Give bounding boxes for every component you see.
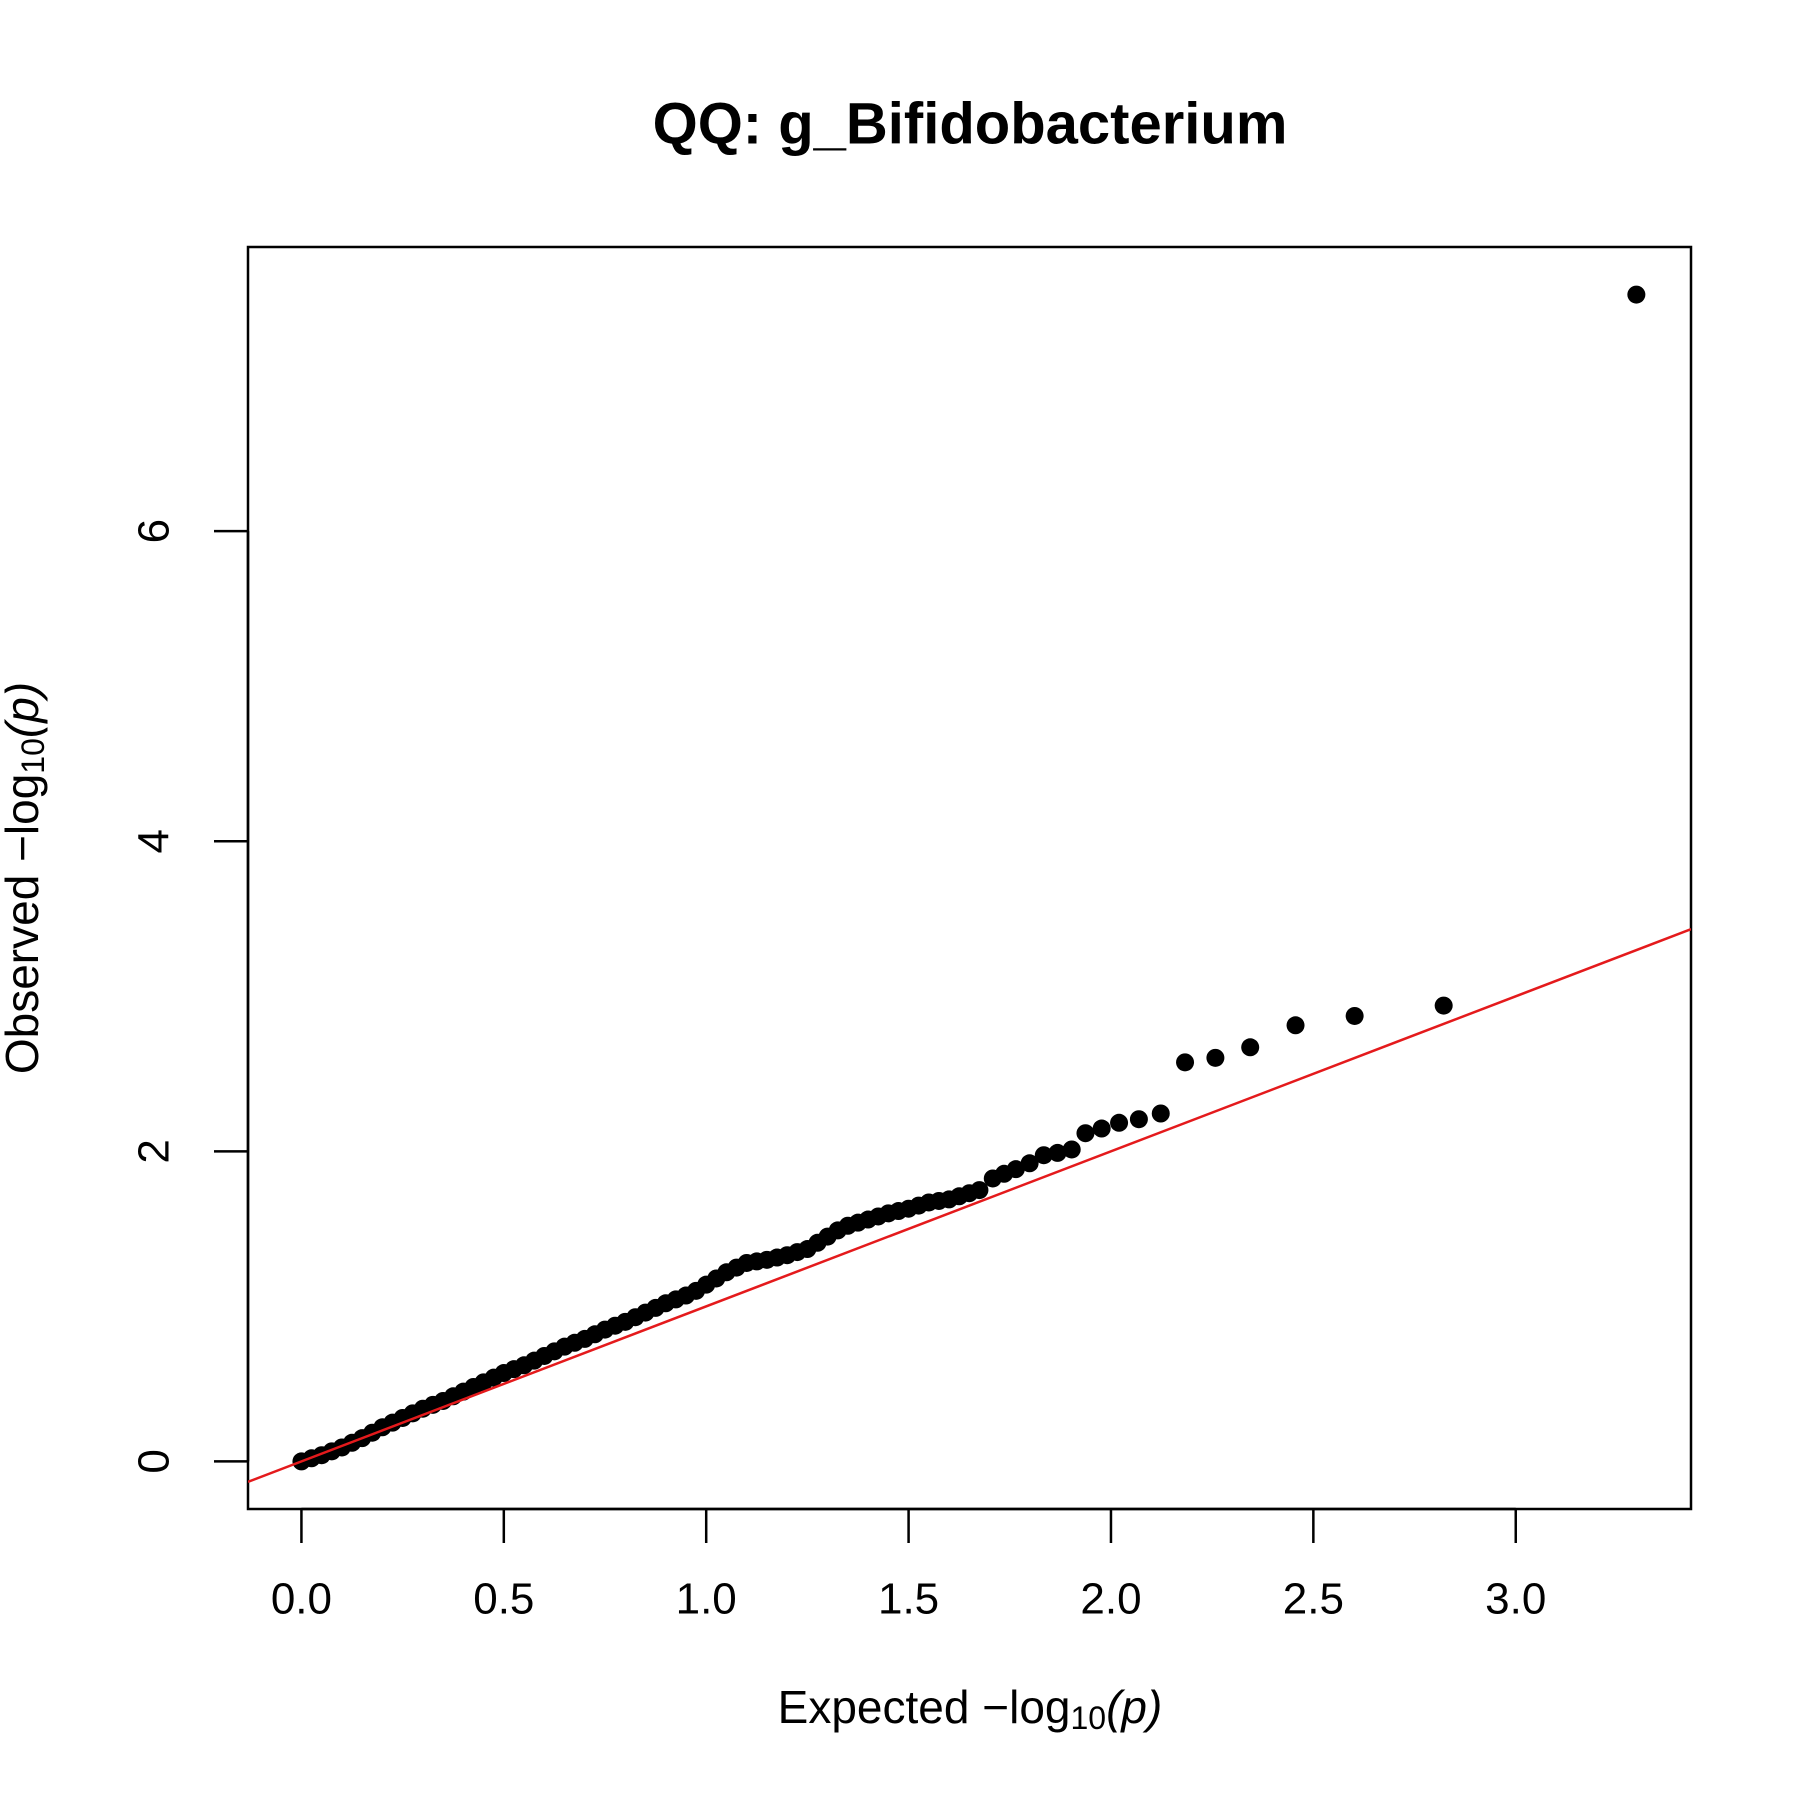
point: [1062, 1140, 1081, 1159]
x-tick-label: 1.0: [676, 1575, 737, 1624]
point: [1345, 1006, 1364, 1025]
point: [1286, 1016, 1305, 1035]
point: [1129, 1110, 1148, 1129]
point: [1048, 1143, 1067, 1162]
point: [1151, 1104, 1170, 1123]
x-label-text: Expected −log: [778, 1681, 1071, 1733]
point: [1076, 1124, 1095, 1143]
y-label-argument: (p): [0, 682, 48, 738]
reference-line: [248, 927, 1691, 1484]
y-tick-label: 4: [130, 829, 179, 853]
x-tick-label: 2.0: [1080, 1575, 1141, 1624]
x-tick-label: 0.5: [473, 1575, 534, 1624]
y-tick-label: 6: [130, 519, 179, 543]
point: [1434, 996, 1453, 1015]
y-tick-label: 2: [130, 1139, 179, 1163]
x-tick-label: 1.5: [878, 1575, 939, 1624]
point: [1241, 1038, 1260, 1057]
point: [1092, 1119, 1111, 1138]
y-tick-label: 0: [130, 1449, 179, 1473]
point: [970, 1181, 989, 1200]
y-axis-label: Observed −log10(p): [0, 682, 51, 1074]
point: [1110, 1113, 1129, 1132]
point: [1206, 1048, 1225, 1067]
x-tick-label: 3.0: [1485, 1575, 1546, 1624]
point: [1176, 1053, 1195, 1072]
point: [1034, 1146, 1053, 1165]
x-tick-label: 2.5: [1283, 1575, 1344, 1624]
point: [1627, 285, 1646, 304]
x-axis-label: Expected −log10(p): [778, 1681, 1163, 1736]
x-label-argument: (p): [1106, 1681, 1162, 1733]
x-tick-label: 0.0: [271, 1575, 332, 1624]
x-label-subscript: 10: [1071, 1700, 1107, 1736]
point: [1020, 1154, 1039, 1173]
plot-area: [248, 285, 1691, 1484]
y-label-subscript: 10: [15, 738, 51, 774]
point: [1006, 1160, 1025, 1179]
y-label-text: Observed −log: [0, 774, 48, 1074]
chart-title: QQ: g_Bifidobacterium: [653, 91, 1288, 156]
